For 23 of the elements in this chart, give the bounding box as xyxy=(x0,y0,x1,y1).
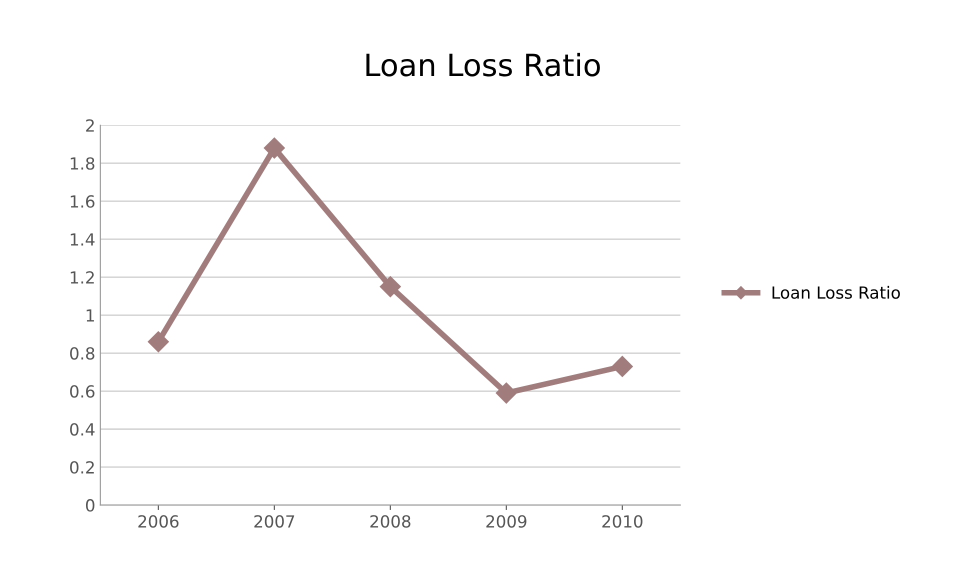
y-tick-label: 1.4 xyxy=(70,233,95,246)
point xyxy=(496,382,517,404)
x-tick-label: 2008 xyxy=(370,515,410,528)
x-tick-label: 2006 xyxy=(138,515,179,528)
point xyxy=(612,356,633,377)
x-tick-label: 2007 xyxy=(254,515,294,528)
y-tick-label: 1.2 xyxy=(70,271,94,284)
x-tick-label: 2010 xyxy=(602,515,642,528)
y-tick-label: 1 xyxy=(86,309,94,322)
y-tick-label: 1.6 xyxy=(70,195,94,208)
y-tick-label: 0 xyxy=(86,499,94,512)
point xyxy=(264,138,285,159)
y-tick-label: 2 xyxy=(86,119,94,132)
y-tick-label: 0.8 xyxy=(70,347,94,360)
point xyxy=(380,276,401,298)
legend-label: Loan Loss Ratio xyxy=(772,286,900,299)
point xyxy=(148,331,169,352)
y-tick-label: 0.4 xyxy=(70,423,95,436)
y-tick-label: 0.2 xyxy=(70,461,94,474)
x-tick-label: 2009 xyxy=(486,515,526,528)
chart-title: Loan Loss Ratio xyxy=(366,52,600,76)
y-tick-label: 0.6 xyxy=(70,385,94,398)
y-tick-label: 1.8 xyxy=(70,157,94,170)
